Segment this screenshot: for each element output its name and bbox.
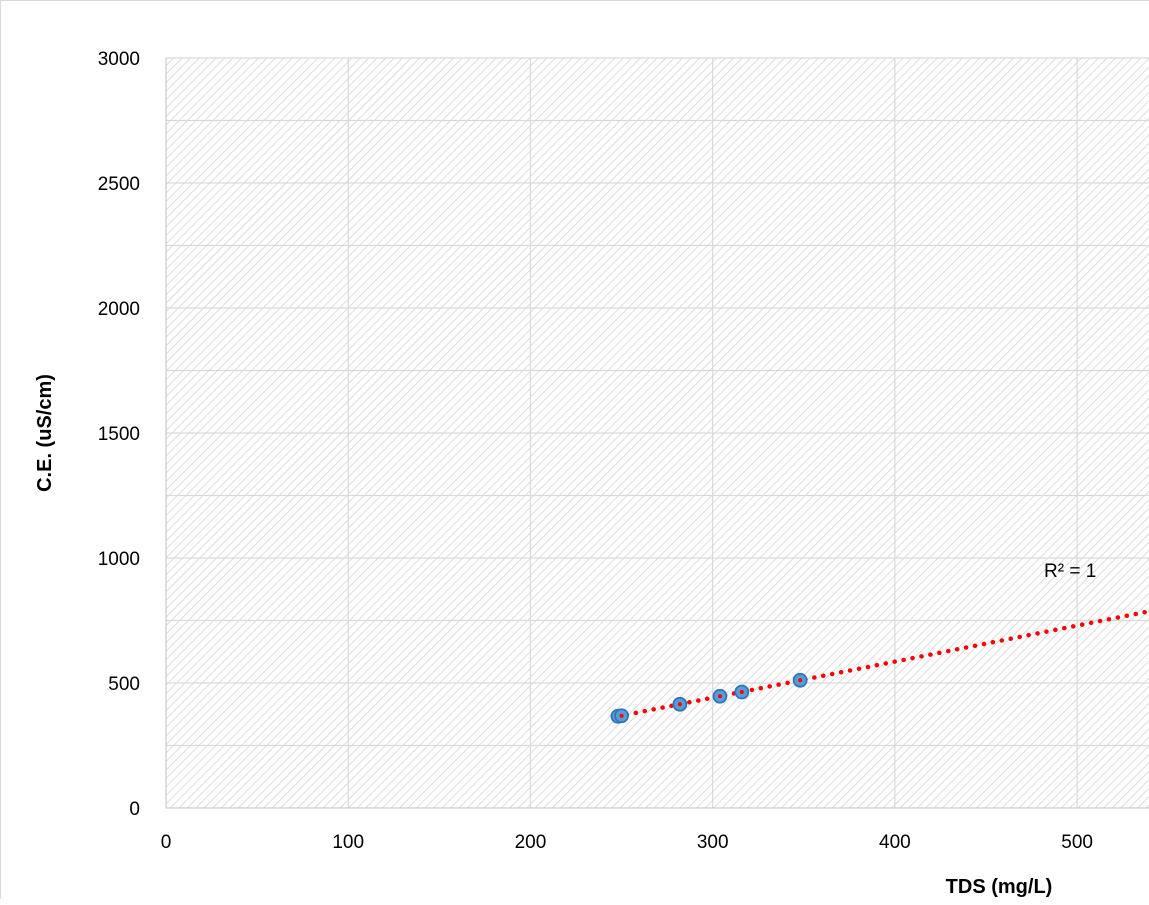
x-tick-label: 400 [879,832,911,853]
gridlines [166,57,1149,808]
y-tick-label: 2500 [98,174,140,195]
r-squared-label: R² = 1 [1044,561,1096,582]
y-tick-label: 3000 [98,49,140,70]
y-axis-title: C.E. (uS/cm) [34,374,56,492]
trend-dot [619,713,624,718]
x-tick-label: 0 [161,832,172,853]
y-tick-label: 2000 [98,299,140,320]
trend-dot [798,678,803,683]
x-tick-label: 500 [1061,832,1093,853]
trend-dot [739,690,744,694]
axes [165,58,1149,809]
trendline-layer [615,609,1149,719]
trend-dot [717,694,722,699]
y-tick-label: 500 [108,674,140,695]
x-tick-label: 100 [332,832,364,853]
trendline [615,609,1149,719]
y-tick-label: 1000 [98,549,140,570]
x-axis-title: TDS (mg/L) [946,876,1053,898]
tick-labels: 0 500 1000 1500 2000 2500 3000 0 100 200 300 400 500 [98,49,1093,853]
data-points [610,672,808,724]
trend-dot [677,702,682,707]
x-tick-label: 300 [697,832,729,853]
x-tick-label: 200 [515,832,547,853]
y-tick-label: 1500 [98,424,140,445]
y-tick-label: 0 [129,799,140,820]
